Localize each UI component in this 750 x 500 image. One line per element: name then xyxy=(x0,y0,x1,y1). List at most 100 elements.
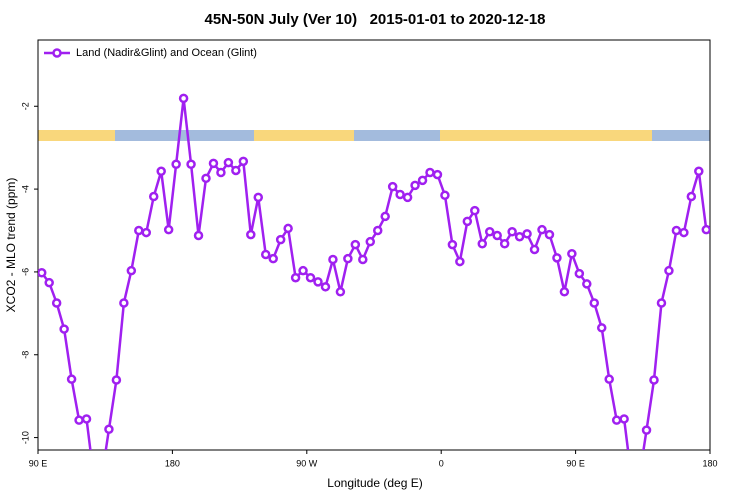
data-point xyxy=(98,475,105,482)
data-point xyxy=(111,375,122,385)
data-point xyxy=(395,189,405,200)
data-point xyxy=(246,229,256,240)
data-point xyxy=(596,323,607,333)
data-point xyxy=(455,256,465,267)
data-point xyxy=(529,244,540,255)
x-axis-label: Longitude (deg E) xyxy=(327,476,422,490)
data-point xyxy=(283,223,293,234)
data-point xyxy=(171,159,181,169)
data-point xyxy=(119,298,129,308)
data-point xyxy=(552,253,562,263)
data-point xyxy=(163,224,174,235)
data-point xyxy=(268,253,278,264)
data-point xyxy=(313,277,323,287)
data-point xyxy=(44,277,54,288)
data-point xyxy=(231,165,241,176)
data-point xyxy=(148,191,159,202)
y-tick-label: -8 xyxy=(20,351,30,359)
data-point xyxy=(641,425,652,435)
data-point xyxy=(253,192,264,203)
y-tick-label: -10 xyxy=(20,431,30,444)
land-ocean-strip xyxy=(38,130,710,141)
data-point xyxy=(186,159,196,169)
y-tick-label: -6 xyxy=(20,268,30,276)
data-point xyxy=(305,272,316,283)
data-point xyxy=(208,158,219,169)
data-point xyxy=(298,265,308,276)
data-point xyxy=(507,226,517,237)
data-point xyxy=(343,253,353,264)
data-point xyxy=(611,415,622,425)
data-point xyxy=(81,414,92,424)
data-point xyxy=(582,279,592,289)
x-tick-label: 90 E xyxy=(566,458,585,468)
data-point xyxy=(628,475,635,482)
data-point xyxy=(649,375,659,385)
data-point xyxy=(350,239,361,250)
data-point xyxy=(604,374,614,384)
data-point xyxy=(671,225,682,236)
data-point xyxy=(432,169,443,180)
x-tick-label: 90 W xyxy=(296,458,318,468)
data-point xyxy=(223,157,234,168)
data-point xyxy=(544,229,555,240)
x-tick-label: 90 E xyxy=(29,458,48,468)
data-point xyxy=(193,230,204,241)
y-tick-label: -4 xyxy=(20,185,30,193)
data-point xyxy=(365,236,376,247)
data-point xyxy=(178,93,189,104)
data-point xyxy=(410,180,420,191)
data-point xyxy=(59,324,69,334)
data-point xyxy=(328,254,338,265)
land-band xyxy=(440,130,652,141)
data-point xyxy=(477,239,488,249)
land-band xyxy=(254,130,354,141)
data-point xyxy=(484,226,495,237)
data-point xyxy=(238,156,249,167)
data-point xyxy=(447,239,458,250)
plot-area xyxy=(38,93,710,482)
data-line xyxy=(40,98,708,450)
data-point xyxy=(156,166,166,177)
data-point xyxy=(417,175,428,186)
data-point xyxy=(619,414,629,424)
y-tick-label: -2 xyxy=(20,102,30,110)
land-band xyxy=(38,130,115,141)
data-point xyxy=(425,167,435,178)
data-point xyxy=(656,298,667,308)
legend-marker xyxy=(52,48,62,58)
data-point xyxy=(679,227,689,238)
data-point xyxy=(559,287,570,297)
data-point xyxy=(522,229,532,239)
data-point xyxy=(574,268,585,279)
data-point xyxy=(387,181,398,192)
data-point xyxy=(462,216,473,227)
data-point xyxy=(470,205,480,216)
data-point xyxy=(589,298,600,308)
x-tick-label: 0 xyxy=(439,458,444,468)
data-point xyxy=(492,230,502,241)
data-point xyxy=(380,211,390,222)
data-point xyxy=(104,424,114,435)
data-point xyxy=(636,475,643,482)
data-point xyxy=(141,227,152,238)
legend-label: Land (Nadir&Glint) and Ocean (Glint) xyxy=(76,47,257,59)
data-point xyxy=(38,267,47,278)
data-point xyxy=(91,475,98,482)
data-point xyxy=(514,231,525,242)
data-point xyxy=(260,249,271,260)
chart-title: 45N-50N July (Ver 10) 2015-01-01 to 2020… xyxy=(204,11,545,28)
data-point xyxy=(74,415,84,425)
data-point xyxy=(537,224,547,235)
data-point xyxy=(686,191,697,202)
data-point xyxy=(335,287,346,297)
data-point xyxy=(51,298,62,308)
data-point xyxy=(567,248,577,259)
data-point xyxy=(66,374,77,384)
data-point xyxy=(201,173,211,184)
data-point xyxy=(701,224,710,235)
data-point xyxy=(290,272,301,283)
data-point xyxy=(358,254,368,265)
plot-frame xyxy=(37,39,711,451)
